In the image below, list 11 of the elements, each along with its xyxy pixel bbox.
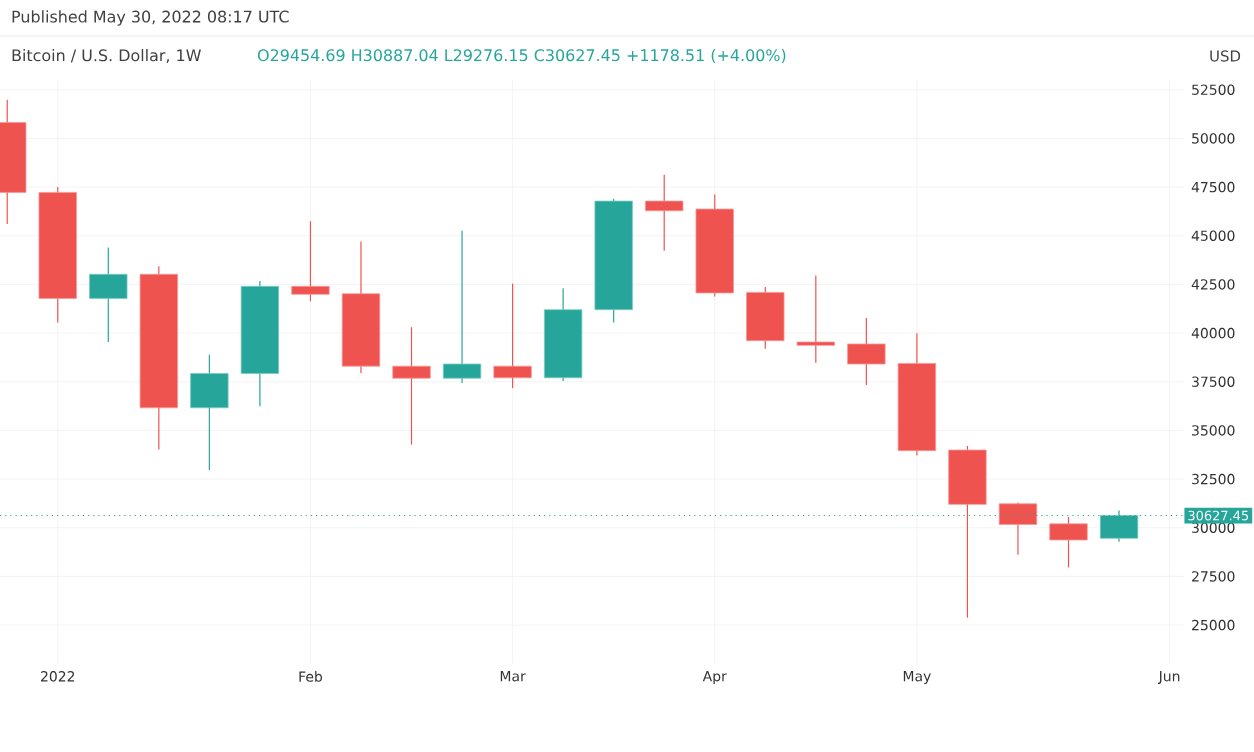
candlestick [392,326,431,446]
candlestick [493,283,532,389]
candlestick [190,354,229,471]
candlestick [796,274,835,364]
candlestick [291,220,330,302]
candlestick [645,174,684,252]
candlestick [442,230,482,384]
candlestick [89,246,128,343]
candlestick [998,501,1038,556]
candlestick [1049,516,1088,569]
candlestick [847,317,886,386]
